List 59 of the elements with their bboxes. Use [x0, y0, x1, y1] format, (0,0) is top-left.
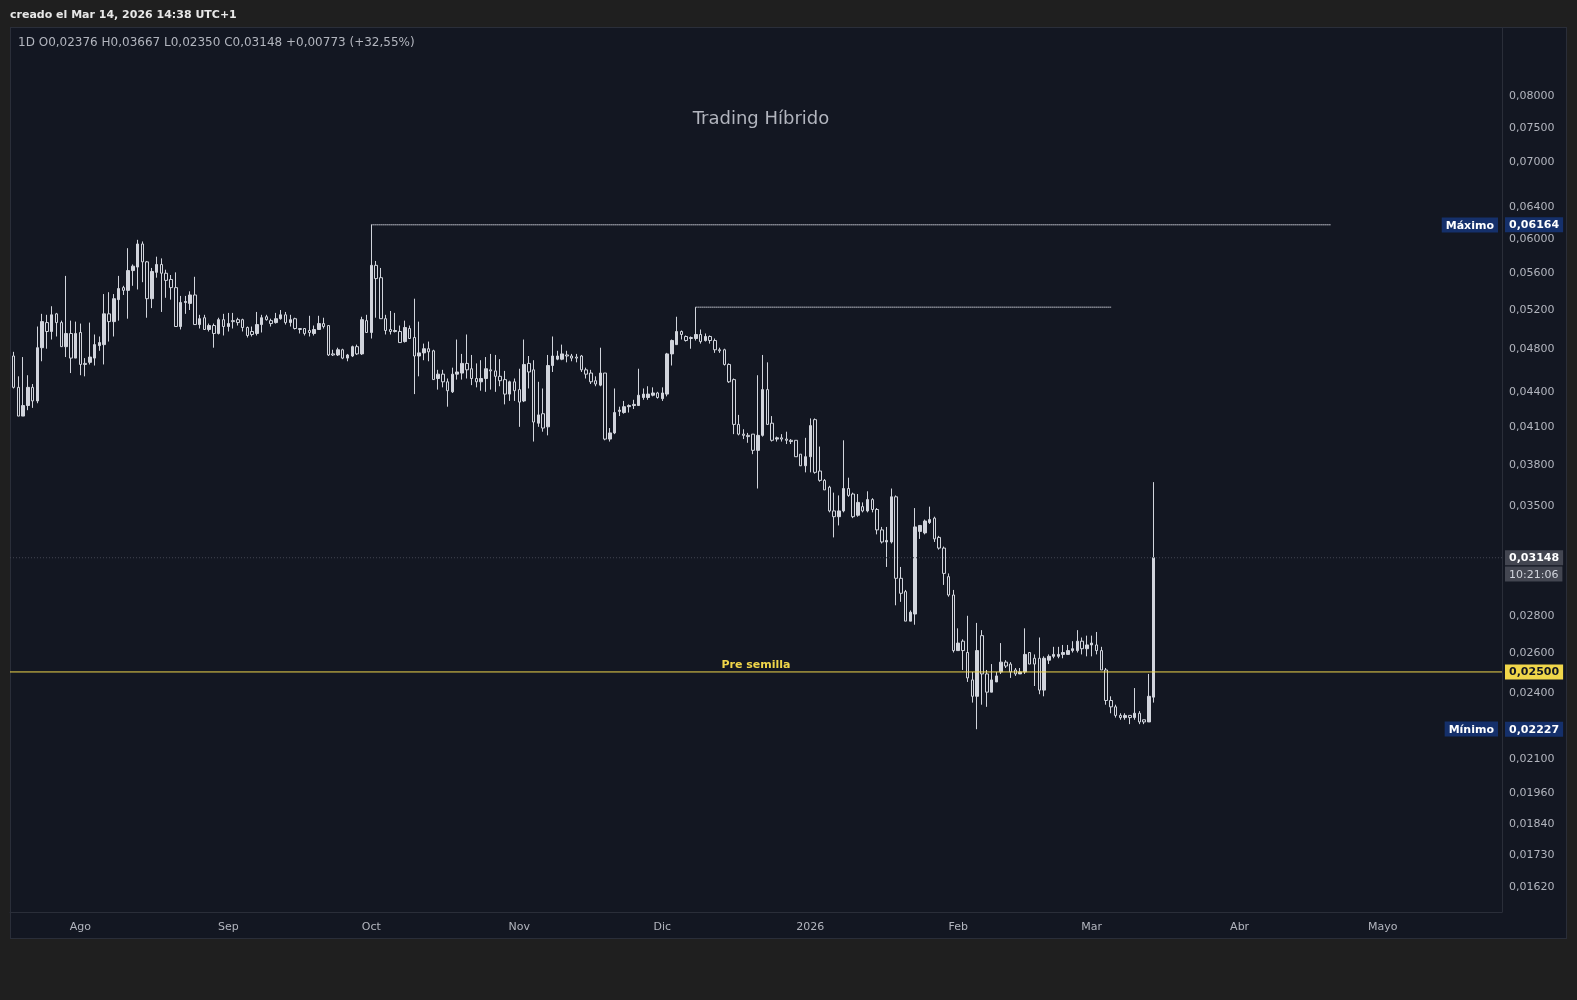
- y-tick-label: 0,07500: [1509, 121, 1555, 135]
- y-tick-label: 0,01840: [1509, 817, 1555, 831]
- y-tick-label: 0,04400: [1509, 385, 1555, 399]
- x-tick-label: Ago: [69, 920, 92, 933]
- x-tick-label: Oct: [361, 920, 382, 933]
- candlestick: [265, 314, 268, 322]
- y-tick-label: 0,03500: [1509, 498, 1555, 512]
- text: Trading Híbrido: [691, 106, 830, 128]
- y-tick-label: 0,07000: [1509, 155, 1555, 169]
- y-tick-label: 0,01730: [1509, 847, 1555, 861]
- candlestick: [346, 353, 349, 362]
- x-tick-label: Abr: [1230, 920, 1250, 933]
- y-tick-label: 0,04800: [1509, 342, 1555, 356]
- candlestick: [284, 311, 287, 326]
- y-tick-label: 0,02800: [1509, 609, 1555, 623]
- y-tick-label: 0,05200: [1509, 302, 1555, 316]
- y-tick-label: 0,06000: [1509, 231, 1555, 245]
- annotation: Mínimo: [1448, 722, 1495, 736]
- candlestick: [88, 322, 92, 365]
- y-tick-label: 0,06164: [1509, 218, 1560, 232]
- candlestick: [513, 378, 516, 402]
- candlestick: [966, 615, 969, 683]
- x-tick-label: 2026: [796, 920, 825, 933]
- x-tick-label: Sep: [217, 920, 239, 933]
- y-tick-label: 0,04100: [1509, 420, 1555, 434]
- text: 10:21:06: [1509, 567, 1559, 581]
- annotation: Máximo: [1445, 218, 1495, 232]
- y-tick-label: 0,06400: [1509, 199, 1555, 213]
- candlestick: [1023, 627, 1027, 675]
- x-tick-label: Mayo: [1367, 920, 1398, 933]
- x-tick-label: Feb: [948, 920, 968, 933]
- candlestick: [804, 437, 807, 473]
- y-tick-label: 0,01960: [1509, 786, 1555, 800]
- candlestick: [1033, 653, 1036, 687]
- y-tick-label: 0,02400: [1509, 685, 1555, 699]
- candlestick: [222, 313, 225, 336]
- ref-line-label: Pre semilla: [721, 657, 791, 671]
- candlestick: [55, 312, 58, 337]
- x-tick-label: Mar: [1081, 920, 1103, 933]
- y-tick-label: 0,02500: [1509, 665, 1560, 679]
- text: creado el Mar 14, 2026 14:38 UTC+1: [10, 7, 237, 21]
- annotation: 1D O0,02376 H0,03667 L0,02350 C0,03148 +0,00773 (+32,55%): [18, 35, 415, 49]
- candlestick: [227, 312, 230, 332]
- candlestick: [947, 572, 950, 598]
- y-tick-label: 0,03148: [1509, 551, 1560, 565]
- candlestick: [575, 353, 578, 363]
- candlestick: [680, 329, 683, 341]
- candlestick: [995, 671, 998, 683]
- y-tick-label: 0,05600: [1509, 265, 1555, 279]
- x-tick-label: Nov: [508, 920, 531, 933]
- y-tick-label: 0,02600: [1509, 646, 1555, 660]
- candlestick: [866, 490, 869, 513]
- y-tick-label: 0,01620: [1509, 880, 1555, 894]
- candlestick: [1095, 631, 1098, 655]
- y-tick-label: 0,02227: [1509, 722, 1560, 736]
- y-tick-label: 0,02100: [1509, 751, 1555, 765]
- y-tick-label: 0,08000: [1509, 89, 1555, 103]
- x-tick-label: Dic: [653, 920, 672, 933]
- y-tick-label: 0,03800: [1509, 457, 1555, 471]
